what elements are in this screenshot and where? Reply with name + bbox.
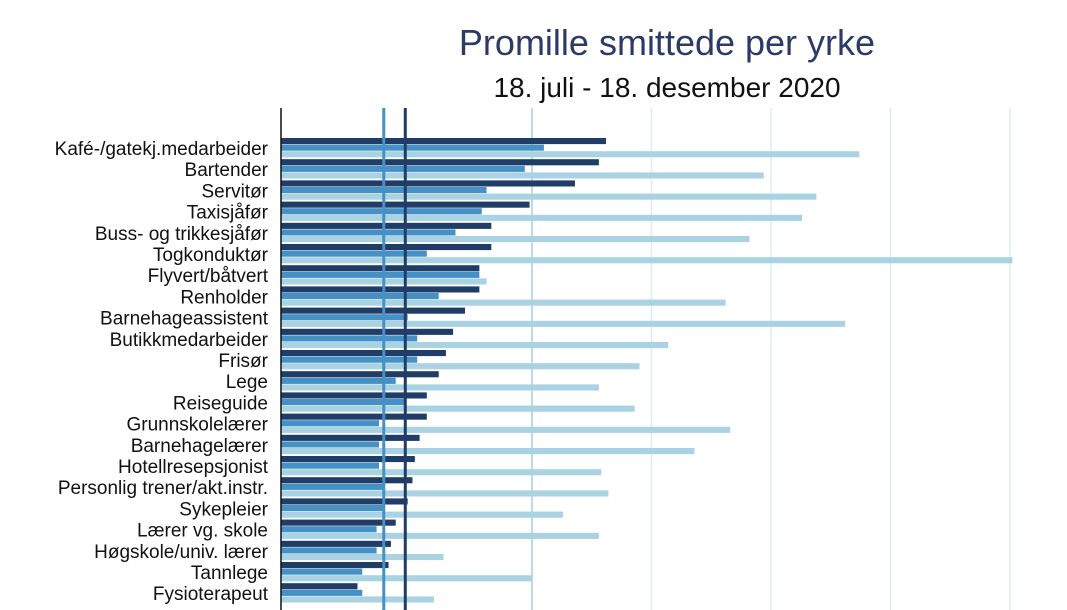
bar (281, 151, 860, 158)
bar (281, 426, 731, 433)
category-label: Servitør (202, 181, 269, 202)
bar (281, 328, 454, 335)
bar (281, 547, 377, 554)
category-label: Buss- og trikkesjåfør (95, 224, 269, 245)
bar (281, 314, 408, 321)
category-label: Grunnskolelærer (127, 415, 269, 436)
bar (281, 363, 640, 370)
bar (281, 193, 817, 200)
category-label: Barnehageassistent (100, 309, 269, 330)
bar (281, 371, 439, 378)
category-label: Butikkmedarbeider (110, 330, 269, 351)
bar (281, 413, 427, 420)
bar (281, 144, 544, 151)
category-label: Fysioterapeut (153, 584, 269, 605)
bar (281, 477, 413, 484)
bar (281, 532, 599, 539)
bar (281, 540, 391, 547)
chart-title: Promille smittede per yrke (458, 22, 876, 63)
bar (281, 286, 480, 293)
bar (281, 257, 1013, 264)
bar (281, 214, 803, 221)
category-label: Togkonduktør (153, 245, 269, 266)
bar (281, 498, 408, 505)
bar (281, 589, 363, 596)
bar (281, 377, 396, 384)
bar (281, 271, 480, 278)
category-label: Taxisjåfør (187, 203, 269, 224)
bar (281, 519, 396, 526)
bar (281, 399, 406, 406)
bar (281, 236, 750, 243)
bar (281, 405, 635, 412)
bar (281, 138, 607, 145)
bar (281, 392, 427, 399)
bar (281, 350, 446, 357)
bar (281, 462, 379, 469)
bar (281, 250, 427, 257)
bar (281, 307, 466, 314)
category-label: Lege (226, 372, 268, 393)
bar (281, 356, 418, 363)
category-label: Renholder (180, 287, 268, 308)
bar (281, 420, 379, 427)
bar (281, 505, 384, 512)
category-label: Personlig trener/akt.instr. (58, 478, 268, 499)
bar (281, 596, 434, 603)
category-label: Lærer vg. skole (137, 521, 268, 542)
bar (281, 208, 482, 215)
bar (281, 165, 525, 172)
bar (281, 222, 492, 229)
bar (281, 172, 764, 179)
bar (281, 159, 599, 166)
bar (281, 244, 492, 251)
category-label: Bartender (185, 160, 269, 181)
bar (281, 384, 599, 391)
bar (281, 583, 358, 590)
category-label: Barnehagelærer (131, 436, 269, 457)
bar (281, 320, 846, 327)
bar (281, 483, 384, 490)
bar (281, 526, 377, 533)
bar (281, 335, 418, 342)
category-label: Flyvert/båtvert (148, 266, 269, 287)
bar (281, 511, 564, 518)
bar (281, 434, 420, 441)
category-label: Sykepleier (179, 499, 268, 520)
chart-subtitle: 18. juli - 18. desember 2020 (493, 72, 841, 103)
bar (281, 229, 456, 236)
bar (281, 441, 379, 448)
category-label: Frisør (218, 351, 268, 372)
bar (281, 562, 389, 569)
category-label: Hotellresepsjonist (118, 457, 269, 478)
category-label: Kafé-/gatekj.medarbeider (55, 139, 269, 160)
bar (281, 456, 415, 463)
category-label: Reiseguide (173, 393, 268, 414)
bar (281, 490, 609, 497)
bar (281, 554, 444, 561)
bar (281, 469, 602, 476)
category-label: Høgskole/univ. lærer (94, 542, 269, 563)
bar (281, 293, 439, 300)
bar (281, 568, 363, 575)
bar (281, 342, 669, 349)
bar (281, 299, 726, 306)
category-label: Tannlege (191, 563, 268, 584)
bar (281, 180, 575, 187)
bar (281, 265, 480, 272)
bar (281, 448, 695, 455)
